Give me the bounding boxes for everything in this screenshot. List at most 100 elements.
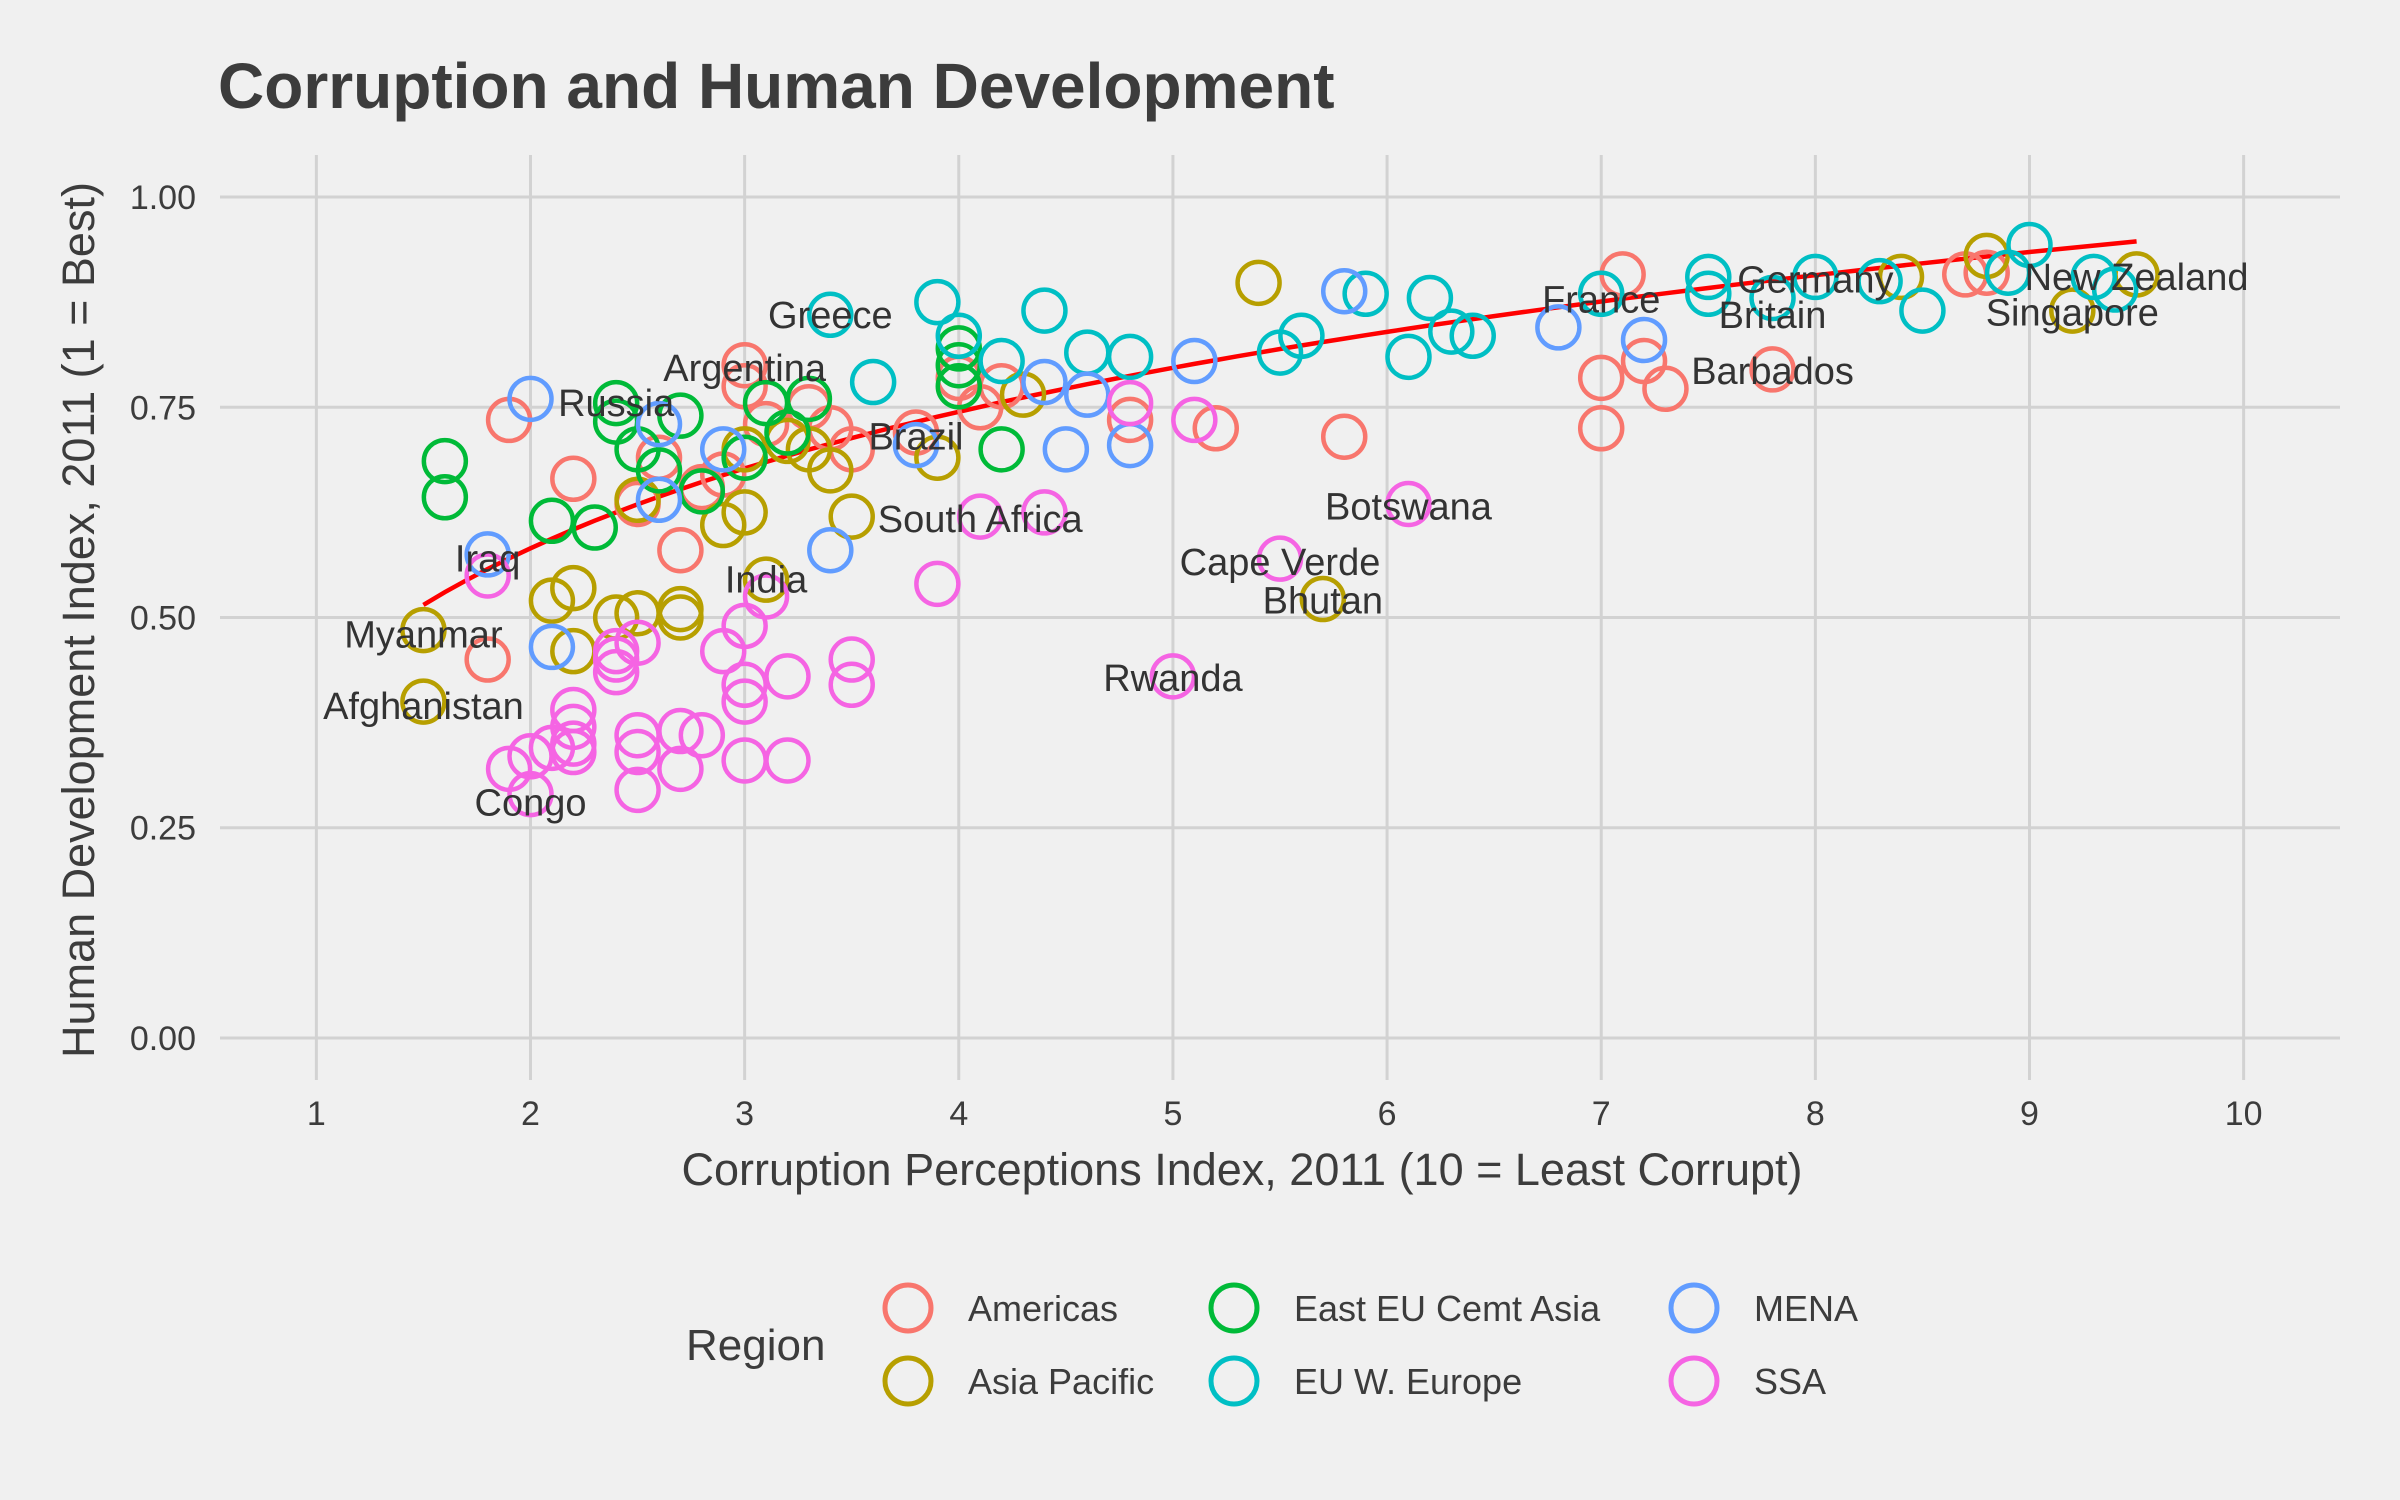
country-label: Myanmar [344,614,503,656]
point-ssa [657,707,704,755]
point-mena [892,421,940,469]
point-east-eu-cemt-asia [935,363,983,410]
country-labels: Russia Iraq Myanmar Afghanistan Congo Greece A… [323,257,2248,825]
y-tick-label: 0.75 [130,389,196,427]
x-tick-label: 7 [1592,1095,1611,1133]
point-east-eu-cemt-asia [571,504,618,551]
legend-label: Asia Pacific [968,1361,1154,1402]
point-east-eu-cemt-asia [635,447,683,494]
legend-key [1668,1282,1720,1334]
point-eu-w-europe [1278,312,1325,360]
point-mena [1535,304,1582,351]
point-east-eu-cemt-asia [421,474,469,521]
point-asia-pacific [742,556,790,603]
point-americas [1577,405,1625,452]
point-asia-pacific [828,493,875,540]
point-mena [699,426,747,473]
point-eu-w-europe [807,291,854,339]
country-label: Rwanda [1103,658,1243,700]
point-mena [507,375,554,423]
point-mena [464,531,511,578]
point-eu-w-europe [1749,274,1796,322]
country-label: New Zealand [2025,257,2249,299]
x-axis-title: Corruption Perceptions Index, 2011 (10 =… [681,1144,1802,1195]
point-eu-w-europe [849,358,897,406]
point-eu-w-europe [935,312,983,360]
point-eu-w-europe [1021,287,1068,334]
point-east-eu-cemt-asia [678,468,726,515]
country-label: Barbados [1691,351,1854,393]
country-label: Botswana [1325,487,1493,529]
point-eu-w-europe [1106,333,1154,381]
x-tick-label: 9 [2020,1095,2039,1133]
point-mena [1042,426,1090,473]
point-americas [464,636,511,683]
point-asia-pacific [550,564,597,612]
country-label: Argentina [663,348,827,390]
legend-title: Region [686,1321,825,1370]
y-tick-label: 0.00 [130,1020,196,1058]
x-tick-label: 8 [1806,1095,1825,1133]
y-axis-title: Human Development Index, 2011 (1 = Best) [53,182,104,1058]
axes: 1 2 3 4 5 6 7 8 9 10 0.00 0.25 0.50 0.75 1.00 [130,179,2263,1133]
point-ssa [721,661,768,709]
point-americas [1577,354,1625,402]
point-east-eu-cemt-asia [764,409,811,456]
point-eu-w-europe [1385,333,1432,381]
point-eu-w-europe [1899,287,1946,334]
point-americas [1192,405,1240,452]
point-mena [1021,358,1068,406]
point-eu-w-europe [1449,312,1496,360]
point-east-eu-cemt-asia [592,379,640,427]
x-tick-label: 6 [1378,1095,1397,1133]
point-eu-w-europe [1428,308,1475,355]
point-asia-pacific [400,678,447,725]
point-ssa [1385,480,1432,528]
point-ssa [678,711,726,759]
point-east-eu-cemt-asia [657,392,704,439]
y-tick-label: 0.50 [130,600,196,638]
points [400,221,2160,818]
point-americas [550,455,597,502]
point-mena [635,400,683,448]
x-tick-label: 3 [735,1095,754,1133]
x-tick-label: 1 [307,1095,326,1133]
point-east-eu-cemt-asia [785,375,833,423]
country-label: Britain [1719,295,1827,337]
x-tick-label: 4 [949,1095,968,1133]
point-asia-pacific [721,489,768,536]
country-label: Iraq [455,539,520,581]
point-ssa [828,636,875,683]
point-eu-w-europe [1685,270,1732,317]
country-label: Brazil [868,417,963,459]
point-asia-pacific [2049,287,2096,334]
point-americas [657,526,704,574]
legend-label: MENA [1754,1288,1858,1329]
point-asia-pacific [1299,575,1347,623]
country-label: Congo [475,783,587,825]
point-ssa [764,737,811,784]
legend-key [1208,1355,1260,1407]
y-tick-label: 0.25 [130,810,196,848]
point-ssa [550,728,597,776]
y-tick-label: 1.00 [130,179,196,217]
point-mena [1320,267,1368,315]
chart-title: Corruption and Human Development [218,50,1335,122]
legend-label: SSA [1754,1361,1826,1402]
point-east-eu-cemt-asia [935,325,983,372]
point-asia-pacific [657,594,704,641]
legend-key [1208,1282,1260,1334]
point-ssa [1106,379,1154,427]
point-eu-w-europe [1685,253,1732,301]
point-eu-w-europe [914,278,961,326]
point-ssa [1021,489,1068,536]
point-eu-w-europe [1577,270,1625,317]
point-ssa [464,552,511,599]
point-eu-w-europe [1792,253,1839,301]
point-americas [1642,365,1689,413]
country-label: Russia [558,383,675,425]
point-eu-w-europe [978,337,1025,385]
point-ssa [742,573,790,620]
